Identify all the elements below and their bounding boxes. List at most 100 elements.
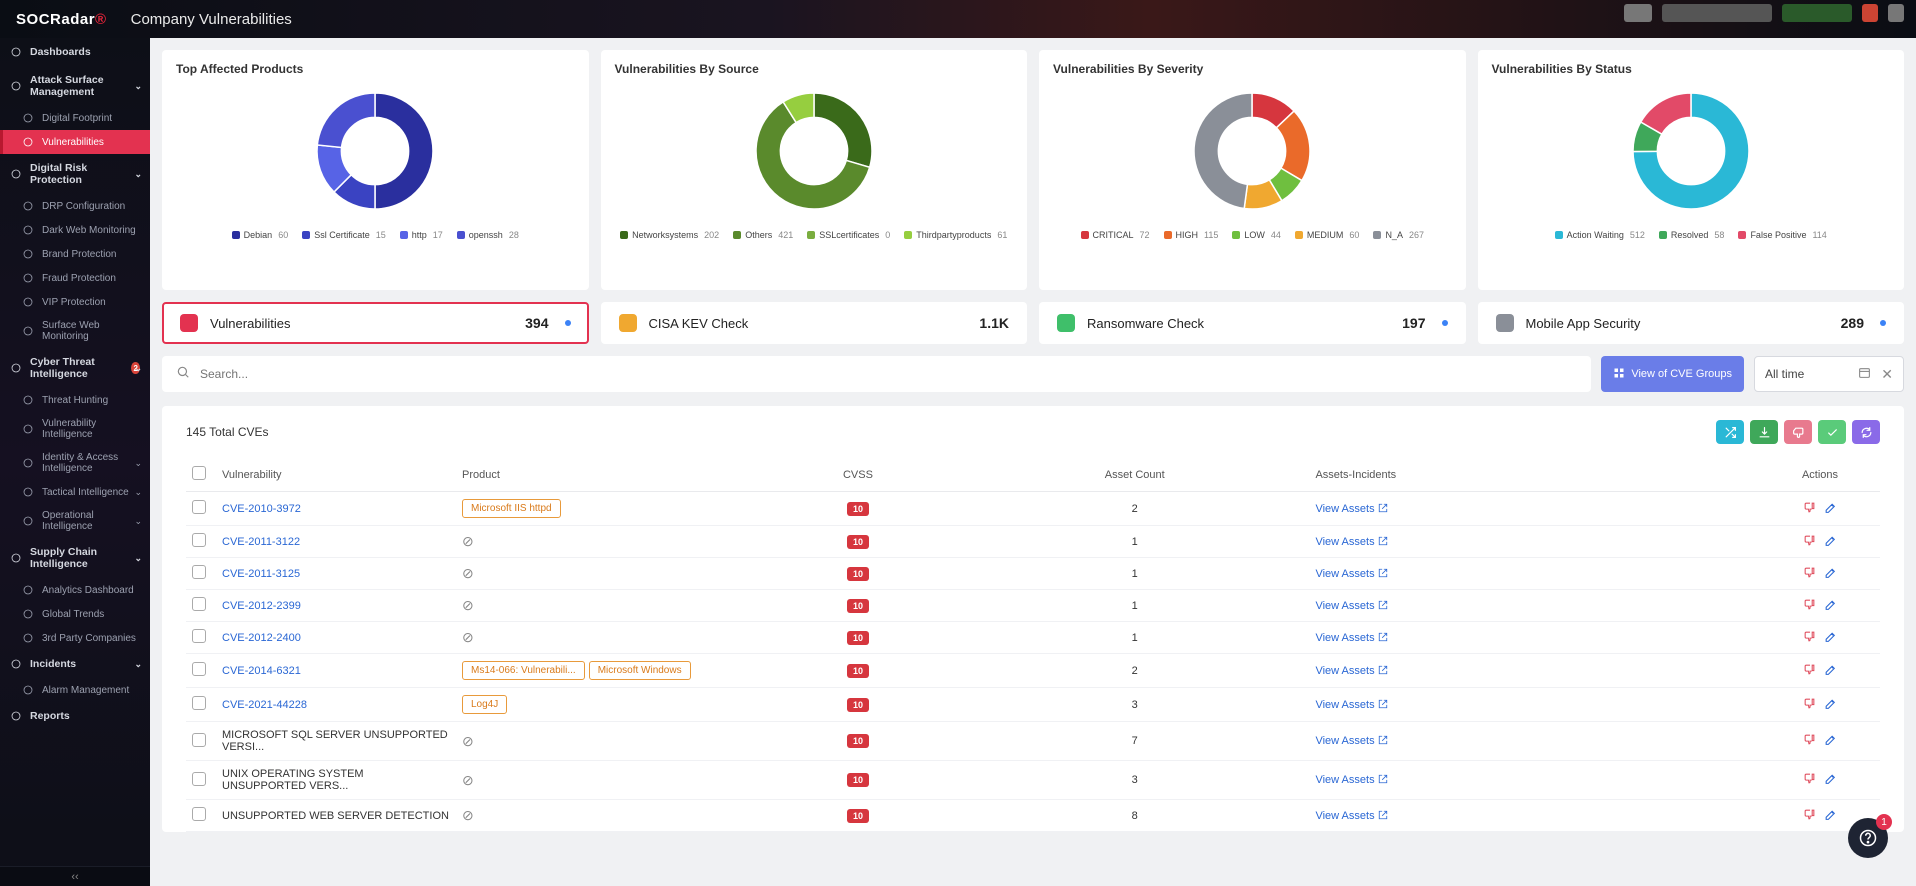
sidebar-item-vulnerabilities[interactable]: Vulnerabilities xyxy=(0,130,150,154)
cve-link[interactable]: CVE-2021-44228 xyxy=(222,699,307,711)
edit-button[interactable] xyxy=(1824,598,1837,614)
thumbs-down-button[interactable] xyxy=(1803,697,1816,713)
sidebar-item-global-trends[interactable]: Global Trends xyxy=(0,602,150,626)
cve-link[interactable]: CVE-2011-3125 xyxy=(222,568,300,580)
row-checkbox[interactable] xyxy=(192,597,206,611)
sidebar-item-incidents[interactable]: Incidents⌄ xyxy=(0,650,150,678)
sidebar-item-reports[interactable]: Reports xyxy=(0,702,150,730)
row-checkbox[interactable] xyxy=(192,807,206,821)
edit-button[interactable] xyxy=(1824,501,1837,517)
edit-button[interactable] xyxy=(1824,808,1837,824)
edit-button[interactable] xyxy=(1824,697,1837,713)
view-assets-link[interactable]: View Assets xyxy=(1315,536,1387,548)
sidebar-item-tactical-intelligence[interactable]: Tactical Intelligence⌄ xyxy=(0,480,150,504)
close-icon[interactable]: ✕ xyxy=(1881,366,1893,383)
product-tag[interactable]: Microsoft IIS httpd xyxy=(462,499,561,518)
sidebar-item-brand-protection[interactable]: Brand Protection xyxy=(0,242,150,266)
cve-link[interactable]: CVE-2012-2400 xyxy=(222,632,301,644)
view-assets-link[interactable]: View Assets xyxy=(1315,735,1387,747)
view-assets-link[interactable]: View Assets xyxy=(1315,665,1387,677)
sidebar-item-drp-configuration[interactable]: DRP Configuration xyxy=(0,194,150,218)
notif-icon[interactable] xyxy=(1862,4,1878,22)
sidebar-item-3rd-party-companies[interactable]: 3rd Party Companies xyxy=(0,626,150,650)
thumbs-down-button[interactable] xyxy=(1784,420,1812,444)
edit-button[interactable] xyxy=(1824,534,1837,550)
sidebar-item-operational-intelligence[interactable]: Operational Intelligence⌄ xyxy=(0,504,150,538)
thumbs-down-button[interactable] xyxy=(1803,630,1816,646)
thumbs-down-button[interactable] xyxy=(1803,566,1816,582)
tab-label: CISA KEV Check xyxy=(649,316,968,331)
cve-name: MICROSOFT SQL SERVER UNSUPPORTED VERSI..… xyxy=(216,722,456,761)
view-assets-link[interactable]: View Assets xyxy=(1315,632,1387,644)
sidebar-item-identity-access-intelligence[interactable]: Identity & Access Intelligence⌄ xyxy=(0,446,150,480)
tab-ransomware-check[interactable]: Ransomware Check197 xyxy=(1039,302,1466,344)
cve-link[interactable]: CVE-2010-3972 xyxy=(222,503,301,515)
external-link-icon xyxy=(1378,568,1388,578)
row-checkbox[interactable] xyxy=(192,629,206,643)
sidebar-collapse-button[interactable]: ‹‹ xyxy=(0,866,150,886)
cve-link[interactable]: CVE-2011-3122 xyxy=(222,536,300,548)
search-input[interactable] xyxy=(200,367,1577,381)
download-button[interactable] xyxy=(1750,420,1778,444)
check-button[interactable] xyxy=(1818,420,1846,444)
sidebar-item-digital-risk-protection[interactable]: Digital Risk Protection⌄ xyxy=(0,154,150,194)
row-checkbox[interactable] xyxy=(192,533,206,547)
row-checkbox[interactable] xyxy=(192,696,206,710)
view-assets-link[interactable]: View Assets xyxy=(1315,810,1387,822)
edit-button[interactable] xyxy=(1824,733,1837,749)
edit-button[interactable] xyxy=(1824,566,1837,582)
select-all-checkbox[interactable] xyxy=(192,466,206,480)
sidebar-item-cyber-threat-intelligence[interactable]: Cyber Threat Intelligence2⌄ xyxy=(0,348,150,388)
thumbs-down-button[interactable] xyxy=(1803,772,1816,788)
row-checkbox[interactable] xyxy=(192,500,206,514)
time-filter-select[interactable]: All time ✕ xyxy=(1754,356,1904,392)
row-checkbox[interactable] xyxy=(192,733,206,747)
sidebar-item-alarm-management[interactable]: Alarm Management xyxy=(0,678,150,702)
edit-button[interactable] xyxy=(1824,772,1837,788)
view-assets-link[interactable]: View Assets xyxy=(1315,600,1387,612)
sidebar-item-dashboards[interactable]: Dashboards xyxy=(0,38,150,66)
sidebar-item-attack-surface-management[interactable]: Attack Surface Management⌄ xyxy=(0,66,150,106)
tab-vulnerabilities[interactable]: Vulnerabilities394 xyxy=(162,302,589,344)
thumbs-down-button[interactable] xyxy=(1803,663,1816,679)
thumbs-down-button[interactable] xyxy=(1803,501,1816,517)
external-link-icon xyxy=(1378,665,1388,675)
settings-icon[interactable] xyxy=(1888,4,1904,22)
sidebar-item-supply-chain-intelligence[interactable]: Supply Chain Intelligence⌄ xyxy=(0,538,150,578)
view-assets-link[interactable]: View Assets xyxy=(1315,774,1387,786)
tab-mobile-app-security[interactable]: Mobile App Security289 xyxy=(1478,302,1905,344)
thumbs-down-button[interactable] xyxy=(1803,733,1816,749)
edit-button[interactable] xyxy=(1824,663,1837,679)
row-checkbox[interactable] xyxy=(192,662,206,676)
user-avatar[interactable] xyxy=(1624,4,1652,22)
product-tag[interactable]: Ms14-066: Vulnerabili... xyxy=(462,661,585,680)
cve-link[interactable]: CVE-2012-2399 xyxy=(222,600,301,612)
sidebar-item-surface-web-monitoring[interactable]: Surface Web Monitoring xyxy=(0,314,150,348)
sidebar-item-threat-hunting[interactable]: Threat Hunting xyxy=(0,388,150,412)
product-tag[interactable]: Microsoft Windows xyxy=(589,661,691,680)
sidebar-item-fraud-protection[interactable]: Fraud Protection xyxy=(0,266,150,290)
product-tag[interactable]: Log4J xyxy=(462,695,507,714)
sidebar-item-vulnerability-intelligence[interactable]: Vulnerability Intelligence xyxy=(0,412,150,446)
help-fab-button[interactable]: 1 xyxy=(1848,818,1888,858)
row-checkbox[interactable] xyxy=(192,565,206,579)
edit-button[interactable] xyxy=(1824,630,1837,646)
legend-value: 512 xyxy=(1630,230,1645,240)
view-assets-link[interactable]: View Assets xyxy=(1315,568,1387,580)
cve-link[interactable]: CVE-2014-6321 xyxy=(222,665,301,677)
thumbs-down-button[interactable] xyxy=(1803,598,1816,614)
table-row: CVE-2012-2399⊘101View Assets xyxy=(186,590,1880,622)
refresh-button[interactable] xyxy=(1852,420,1880,444)
tab-cisa-kev-check[interactable]: CISA KEV Check1.1K xyxy=(601,302,1028,344)
shuffle-button[interactable] xyxy=(1716,420,1744,444)
thumbs-down-button[interactable] xyxy=(1803,534,1816,550)
row-checkbox[interactable] xyxy=(192,772,206,786)
view-assets-link[interactable]: View Assets xyxy=(1315,503,1387,515)
view-assets-link[interactable]: View Assets xyxy=(1315,699,1387,711)
thumbs-down-button[interactable] xyxy=(1803,808,1816,824)
view-groups-button[interactable]: View of CVE Groups xyxy=(1601,356,1744,392)
sidebar-item-dark-web-monitoring[interactable]: Dark Web Monitoring xyxy=(0,218,150,242)
sidebar-item-digital-footprint[interactable]: Digital Footprint xyxy=(0,106,150,130)
sidebar-item-vip-protection[interactable]: VIP Protection xyxy=(0,290,150,314)
sidebar-item-analytics-dashboard[interactable]: Analytics Dashboard xyxy=(0,578,150,602)
